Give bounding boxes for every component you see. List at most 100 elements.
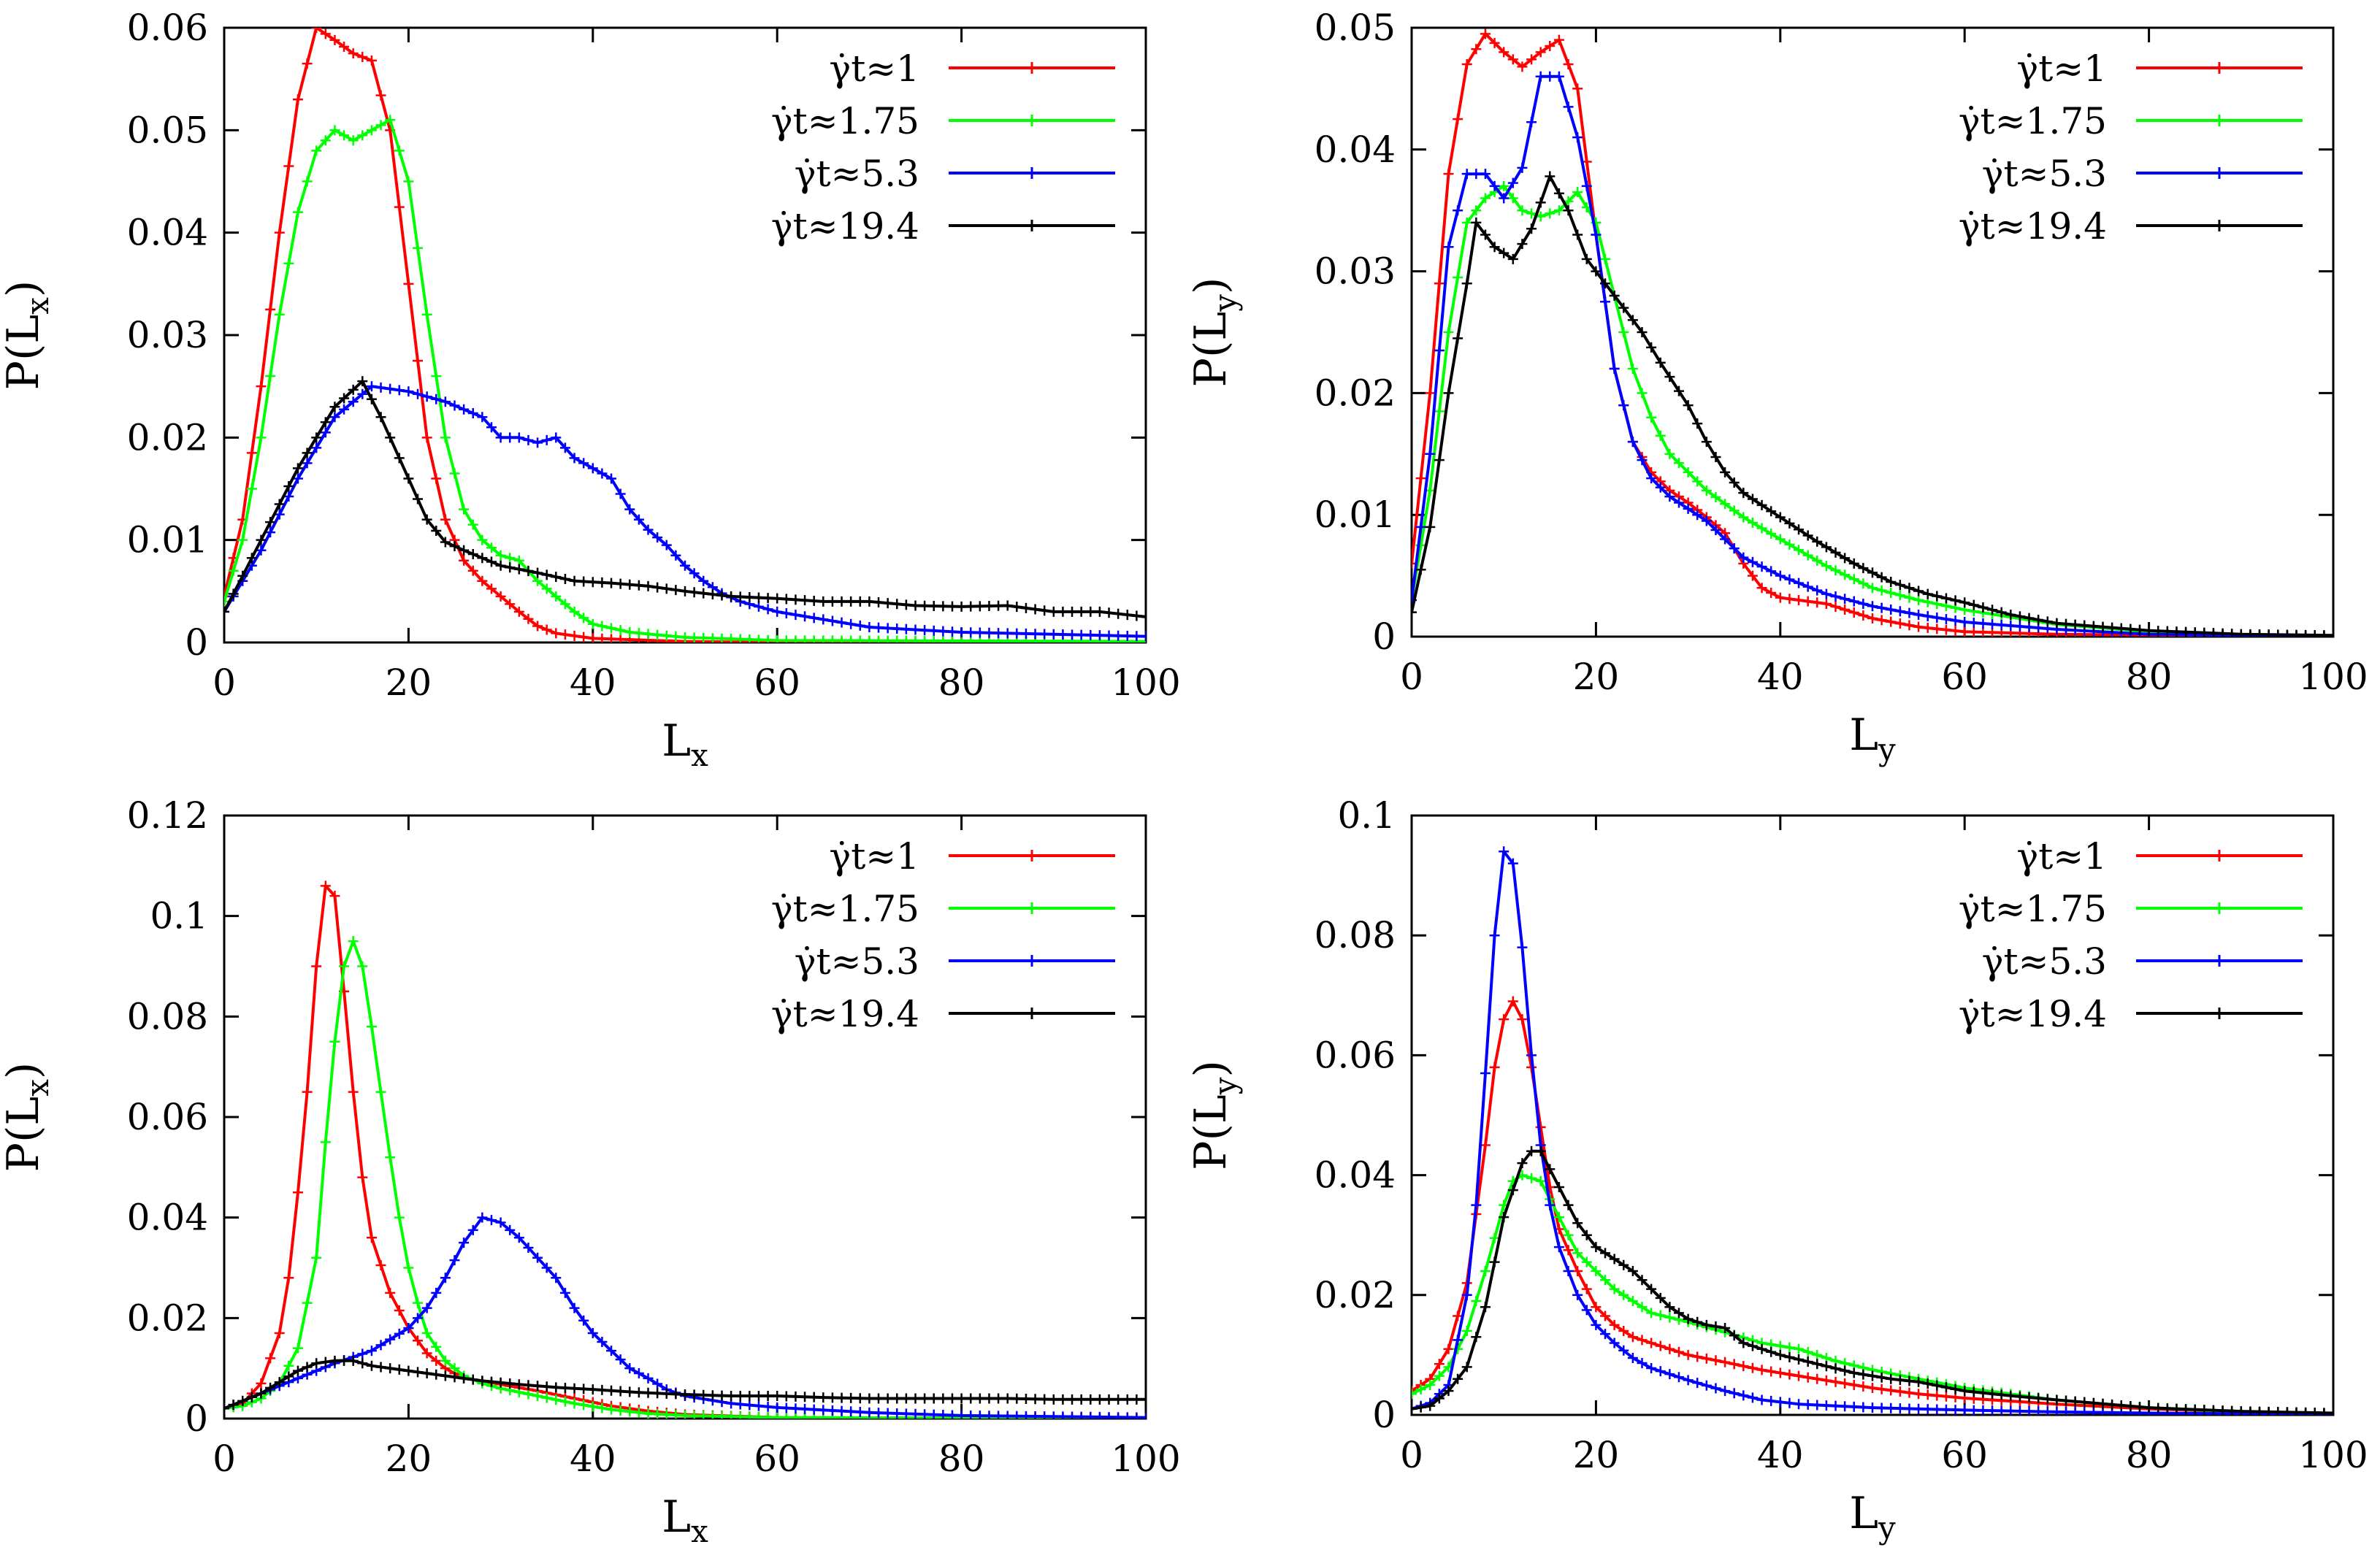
plot-frame bbox=[1410, 814, 2335, 1416]
legend-label-4: γ̇t≈19.4 bbox=[1959, 993, 2107, 1035]
legend-marker-1 bbox=[1026, 850, 1038, 861]
legend-marker-2 bbox=[2213, 902, 2225, 914]
y-tick-label: 0.06 bbox=[127, 7, 208, 49]
x-tick-label: 0 bbox=[1400, 656, 1423, 698]
y-axis-label: P(Ly) bbox=[1185, 1060, 1243, 1170]
x-tick-label: 0 bbox=[1400, 1434, 1423, 1476]
y-tick-label: 0.02 bbox=[1315, 1274, 1396, 1316]
legend-label-4: γ̇t≈19.4 bbox=[771, 993, 919, 1035]
x-tick-label: 100 bbox=[1111, 1438, 1180, 1480]
legend-marker-4 bbox=[1026, 1008, 1038, 1019]
legend-marker-3 bbox=[1026, 955, 1038, 967]
y-tick-label: 0 bbox=[185, 621, 208, 664]
x-tick-label: 40 bbox=[1757, 656, 1804, 698]
y-tick-label: 0.12 bbox=[127, 794, 208, 837]
x-tick-label: 20 bbox=[386, 1438, 432, 1480]
y-tick-label: 0.03 bbox=[1315, 250, 1396, 293]
y-tick-label: 0.04 bbox=[127, 1197, 208, 1239]
y-tick-label: 0.01 bbox=[127, 519, 208, 561]
y-axis-label-subscript: x bbox=[20, 297, 56, 315]
x-tick-label: 40 bbox=[570, 661, 616, 704]
legend-label-3: γ̇t≈5.3 bbox=[1982, 940, 2107, 983]
legend-label-1: γ̇t≈1 bbox=[829, 47, 919, 90]
chart-panel-2: 0 20 40 60 80 100 0 0.01 0.02 0.03 0.04 0.05 Ly P(Ly)… bbox=[1185, 7, 2368, 767]
y-axis-label-subscript: x bbox=[20, 1079, 56, 1097]
y-tick-label: 0.02 bbox=[1315, 372, 1396, 414]
series-markers bbox=[1412, 171, 2333, 637]
y-tick-label: 0 bbox=[185, 1397, 208, 1440]
y-tick-label: 0.03 bbox=[127, 314, 208, 356]
legend-marker-1 bbox=[2213, 62, 2225, 74]
y-tick-label: 0.02 bbox=[127, 416, 208, 458]
y-axis-label: P(Ly) bbox=[1185, 277, 1243, 388]
legend-label-3: γ̇t≈5.3 bbox=[795, 153, 919, 195]
y-axis-label-subscript: y bbox=[1207, 294, 1243, 312]
legend-label-1: γ̇t≈1 bbox=[829, 835, 919, 878]
y-tick-label: 0.04 bbox=[1315, 1154, 1396, 1197]
x-tick-label: 80 bbox=[938, 661, 985, 704]
legend-label-2: γ̇t≈1.75 bbox=[1959, 100, 2107, 142]
x-axis-label-subscript: y bbox=[1878, 1510, 1896, 1546]
y-tick-label: 0.04 bbox=[127, 212, 208, 254]
legend-marker-4 bbox=[1026, 220, 1038, 231]
y-tick-label: 0.1 bbox=[150, 895, 208, 937]
y-tick-label: 0.04 bbox=[1315, 128, 1396, 171]
y-tick-label: 0.01 bbox=[1315, 494, 1396, 536]
legend-label-3: γ̇t≈5.3 bbox=[1982, 153, 2107, 195]
x-tick-label: 60 bbox=[1941, 1434, 1988, 1476]
x-tick-label: 0 bbox=[213, 661, 236, 704]
x-tick-label: 100 bbox=[1111, 661, 1180, 704]
legend-label-2: γ̇t≈1.75 bbox=[771, 888, 919, 930]
legend-marker-2 bbox=[1026, 115, 1038, 126]
x-tick-label: 80 bbox=[2126, 656, 2173, 698]
x-tick-label: 0 bbox=[213, 1438, 236, 1480]
series-4 bbox=[224, 1355, 1146, 1414]
y-tick-label: 0.1 bbox=[1337, 794, 1396, 837]
x-tick-label: 100 bbox=[2298, 656, 2368, 698]
legend-label-1: γ̇t≈1 bbox=[2016, 47, 2107, 90]
x-tick-label: 100 bbox=[2298, 1434, 2368, 1476]
x-tick-label: 60 bbox=[1941, 656, 1988, 698]
x-tick-label: 60 bbox=[754, 1438, 800, 1480]
legend-marker-2 bbox=[2213, 115, 2225, 126]
y-tick-label: 0.05 bbox=[127, 109, 208, 151]
x-tick-label: 20 bbox=[1573, 656, 1620, 698]
legend-marker-4 bbox=[2213, 1008, 2225, 1019]
x-axis-label: Ly bbox=[1849, 710, 1896, 767]
x-tick-label: 40 bbox=[1757, 1434, 1804, 1476]
y-tick-label: 0.08 bbox=[127, 995, 208, 1037]
x-axis-label-subscript: x bbox=[691, 1513, 708, 1549]
legend-marker-3 bbox=[2213, 167, 2225, 179]
x-axis-label: Lx bbox=[662, 1492, 708, 1549]
legend-marker-2 bbox=[1026, 902, 1038, 914]
legend-label-4: γ̇t≈19.4 bbox=[771, 205, 919, 247]
x-axis-label-subscript: x bbox=[691, 737, 708, 773]
series-markers bbox=[224, 1355, 1146, 1414]
y-tick-label: 0.06 bbox=[127, 1096, 208, 1138]
y-tick-label: 0.08 bbox=[1315, 914, 1396, 956]
y-tick-label: 0 bbox=[1372, 615, 1396, 658]
y-axis-label-subscript: y bbox=[1207, 1077, 1243, 1095]
y-tick-label: 0.02 bbox=[127, 1297, 208, 1339]
legend-marker-4 bbox=[2213, 220, 2225, 231]
legend-marker-3 bbox=[2213, 955, 2225, 967]
x-tick-label: 40 bbox=[570, 1438, 616, 1480]
y-tick-label: 0 bbox=[1372, 1394, 1396, 1436]
chart-panel-1: 0 20 40 60 80 100 0 0.01 0.02 0.03 0.04 0.05 0.06 Lx P… bbox=[0, 7, 1181, 773]
plot-frame bbox=[1410, 26, 2335, 638]
x-tick-label: 20 bbox=[386, 661, 432, 704]
legend-label-1: γ̇t≈1 bbox=[2016, 835, 2107, 878]
y-tick-label: 0.05 bbox=[1315, 7, 1396, 49]
x-tick-label: 80 bbox=[2126, 1434, 2173, 1476]
y-tick-label: 0.06 bbox=[1315, 1034, 1396, 1076]
x-tick-label: 60 bbox=[754, 661, 800, 704]
legend-marker-1 bbox=[2213, 850, 2225, 861]
legend-label-3: γ̇t≈5.3 bbox=[795, 940, 919, 983]
legend-marker-3 bbox=[1026, 167, 1038, 179]
series-4 bbox=[1412, 171, 2333, 637]
series-4 bbox=[1412, 1146, 2333, 1415]
series-markers bbox=[224, 376, 1146, 622]
y-axis-label: P(Lx) bbox=[0, 280, 56, 391]
series-4 bbox=[224, 376, 1146, 622]
